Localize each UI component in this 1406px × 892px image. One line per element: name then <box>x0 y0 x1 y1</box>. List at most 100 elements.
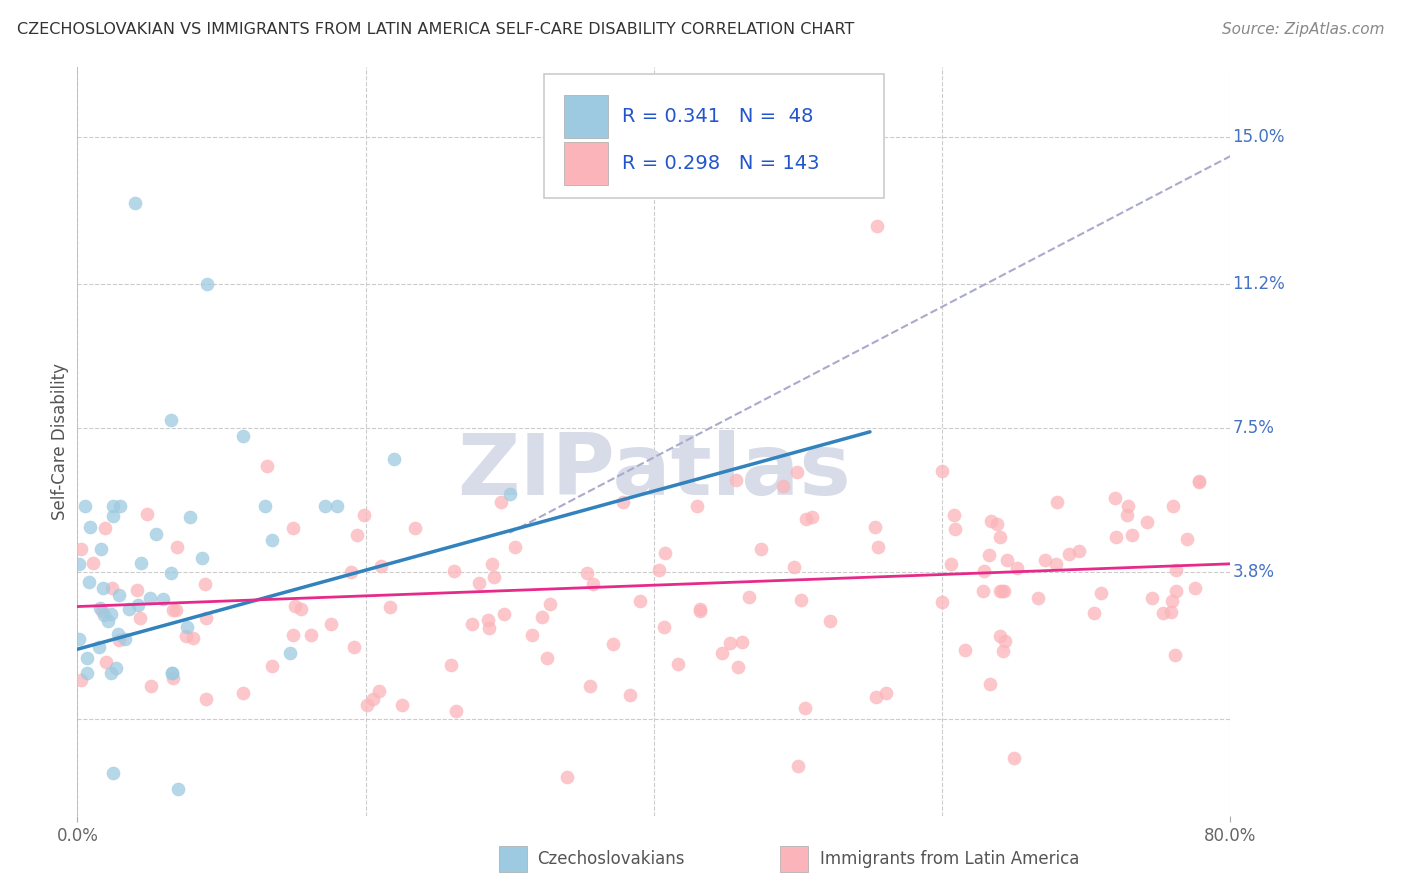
Point <box>794 512 817 526</box>
Point <box>1184 581 1206 595</box>
Text: Immigrants from Latin America: Immigrants from Latin America <box>820 850 1078 868</box>
Point <box>865 690 887 704</box>
Point <box>994 634 1017 648</box>
Point <box>1002 751 1025 765</box>
Point <box>281 628 304 642</box>
Point <box>579 679 602 693</box>
FancyBboxPatch shape <box>564 142 607 186</box>
Point <box>1188 475 1211 490</box>
Point <box>772 479 794 493</box>
Point <box>979 677 1001 691</box>
Point <box>91 604 114 618</box>
Point <box>718 636 741 650</box>
Point <box>972 584 994 599</box>
Point <box>686 499 709 513</box>
Text: Source: ZipAtlas.com: Source: ZipAtlas.com <box>1222 22 1385 37</box>
Point <box>118 601 141 615</box>
Point <box>136 507 159 521</box>
Point <box>253 499 276 513</box>
Point <box>875 686 897 700</box>
Point <box>786 465 808 479</box>
Point <box>1161 499 1184 513</box>
Point <box>105 661 128 675</box>
Point <box>138 591 160 605</box>
Point <box>492 607 515 621</box>
Point <box>1026 591 1049 605</box>
Point <box>256 459 278 474</box>
Point <box>89 601 111 615</box>
Point <box>1033 552 1056 566</box>
Text: 11.2%: 11.2% <box>1233 276 1285 293</box>
Point <box>477 613 499 627</box>
Point <box>165 603 187 617</box>
Point <box>787 758 810 772</box>
Point <box>1116 499 1139 513</box>
Y-axis label: Self-Care Disability: Self-Care Disability <box>51 363 69 520</box>
Text: R = 0.341   N =  48: R = 0.341 N = 48 <box>621 107 813 126</box>
Point <box>582 577 605 591</box>
Point <box>370 558 392 573</box>
Point <box>77 574 100 589</box>
Point <box>1083 606 1105 620</box>
Point <box>503 540 526 554</box>
Point <box>973 565 995 579</box>
Point <box>794 701 817 715</box>
Point <box>190 550 212 565</box>
Point <box>160 665 183 680</box>
Point <box>522 628 544 642</box>
Point <box>1090 586 1112 600</box>
Point <box>290 602 312 616</box>
Point <box>70 673 93 687</box>
Point <box>538 597 561 611</box>
Point <box>988 530 1011 544</box>
Point <box>988 629 1011 643</box>
FancyBboxPatch shape <box>544 74 884 198</box>
Point <box>107 627 129 641</box>
Point <box>1160 594 1182 608</box>
Point <box>1166 583 1188 598</box>
Point <box>340 565 363 579</box>
Text: 15.0%: 15.0% <box>1233 128 1285 145</box>
Point <box>93 608 115 623</box>
Point <box>404 521 426 535</box>
Point <box>991 583 1014 598</box>
Point <box>941 557 963 571</box>
Point <box>1005 560 1028 574</box>
Point <box>96 655 118 669</box>
Point <box>783 560 806 574</box>
Point <box>953 642 976 657</box>
Point <box>1136 515 1159 529</box>
Point <box>689 601 711 615</box>
Point <box>988 584 1011 599</box>
Point <box>536 651 558 665</box>
Point <box>1069 544 1091 558</box>
Point <box>1104 491 1126 505</box>
Point <box>87 640 110 654</box>
Point <box>194 692 217 706</box>
Point <box>160 566 183 581</box>
Point <box>167 782 190 797</box>
Point <box>1175 532 1198 546</box>
Point <box>162 603 184 617</box>
Point <box>299 628 322 642</box>
Point <box>446 704 468 718</box>
Point <box>76 650 98 665</box>
Point <box>114 632 136 647</box>
Point <box>666 657 689 671</box>
Point <box>94 521 117 535</box>
Point <box>194 576 217 591</box>
Point <box>931 595 953 609</box>
Point <box>931 464 953 478</box>
Point <box>284 599 307 613</box>
Point <box>478 621 501 635</box>
Point <box>183 632 205 646</box>
Point <box>101 582 124 596</box>
Point <box>531 610 554 624</box>
Point <box>280 646 302 660</box>
Point <box>260 533 283 548</box>
Point <box>724 473 747 487</box>
Point <box>353 508 375 522</box>
Point <box>575 566 598 580</box>
Point <box>1152 607 1174 621</box>
Point <box>484 570 506 584</box>
